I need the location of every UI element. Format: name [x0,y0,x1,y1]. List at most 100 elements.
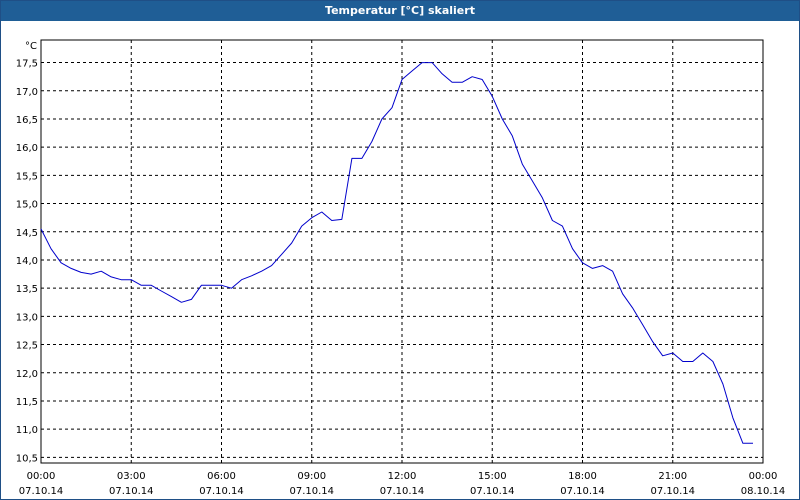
y-tick-label: 15,0 [16,200,38,211]
y-axis-ticks: 10,5 11,0 11,5 12,0 12,5 13,0 13,5 14,0 14,5 15,0… [16,59,38,465]
chart-title: Temperatur [°C] skaliert [1,1,799,21]
data-point [671,352,674,355]
data-point [120,278,123,281]
series-layer [40,61,754,445]
data-point [300,225,303,228]
y-tick-label: 10,5 [16,453,38,464]
data-point [461,81,464,84]
data-point [661,354,664,357]
data-point [260,270,263,273]
data-point [591,267,594,270]
data-point [481,78,484,81]
data-point [290,242,293,245]
data-point [390,106,393,109]
data-point [80,271,83,274]
y-tick-label: 14,0 [16,256,38,267]
data-point [621,292,624,295]
x-tick-time: 06:00 [207,471,236,482]
data-point [220,284,223,287]
x-tick-date: 07.10.14 [380,486,425,497]
data-point [531,180,534,183]
temperature-series-line [40,62,753,444]
data-point [701,352,704,355]
x-tick-time: 00:00 [749,471,778,482]
x-tick-date: 07.10.14 [650,486,695,497]
data-point [491,95,494,98]
data-point [731,416,734,419]
data-point [280,253,283,256]
x-tick-date: 08.10.14 [741,486,786,497]
y-tick-label: 17,5 [16,59,38,70]
x-tick-date: 07.10.14 [109,486,154,497]
x-tick-time: 09:00 [297,471,326,482]
data-point [250,274,253,277]
y-tick-label: 13,5 [16,284,38,295]
data-point [611,270,614,273]
y-tick-label: 17,0 [16,87,38,98]
data-point [350,157,353,160]
data-point [551,219,554,222]
data-point [100,270,103,273]
data-point [330,219,333,222]
data-point [160,289,163,292]
data-point [200,284,203,287]
x-tick-time: 00:00 [27,471,56,482]
data-point [521,163,524,166]
x-axis-ticks: 00:00 07.10.14 03:00 07.10.14 06:00 07.10.14 0… [19,471,786,497]
data-point [230,287,233,290]
x-tick-date: 07.10.14 [199,486,244,497]
x-tick-date: 07.10.14 [289,486,334,497]
y-tick-label: 12,5 [16,341,38,352]
x-tick-date: 07.10.14 [470,486,515,497]
data-point [310,216,313,219]
data-point [370,140,373,143]
data-point [441,72,444,75]
data-point [501,117,504,120]
data-point [240,278,243,281]
x-tick-time: 03:00 [117,471,146,482]
data-point [651,340,654,343]
y-tick-label: 11,5 [16,397,38,408]
x-tick-date: 07.10.14 [560,486,605,497]
y-tick-label: 12,0 [16,369,38,380]
data-point [741,442,744,445]
data-point [270,264,273,267]
data-point [581,261,584,264]
x-tick-time: 21:00 [658,471,687,482]
data-point [140,284,143,287]
data-point [110,275,113,278]
data-point [130,278,133,281]
data-point [641,323,644,326]
data-point [571,247,574,250]
data-point [691,360,694,363]
x-tick-time: 12:00 [388,471,417,482]
y-tick-label: 15,5 [16,171,38,182]
data-point [751,442,754,445]
y-unit-label: °C [25,41,37,52]
data-point [380,117,383,120]
data-point [70,267,73,270]
data-point [180,301,183,304]
gridlines [41,40,763,463]
data-point [40,227,43,230]
data-point [50,247,53,250]
data-point [401,78,404,81]
y-tick-label: 13,0 [16,312,38,323]
data-point [60,261,63,264]
data-point [320,211,323,214]
data-point [431,61,434,64]
data-point [360,157,363,160]
y-tick-label: 11,0 [16,425,38,436]
data-point [411,70,414,73]
data-point [210,284,213,287]
data-point [90,273,93,276]
data-point [511,134,514,137]
data-point [631,306,634,309]
data-point [711,360,714,363]
data-point [541,196,544,199]
data-point [340,218,343,221]
plot-frame [40,39,764,464]
data-point [190,298,193,301]
data-point [561,225,564,228]
y-tick-label: 16,0 [16,143,38,154]
